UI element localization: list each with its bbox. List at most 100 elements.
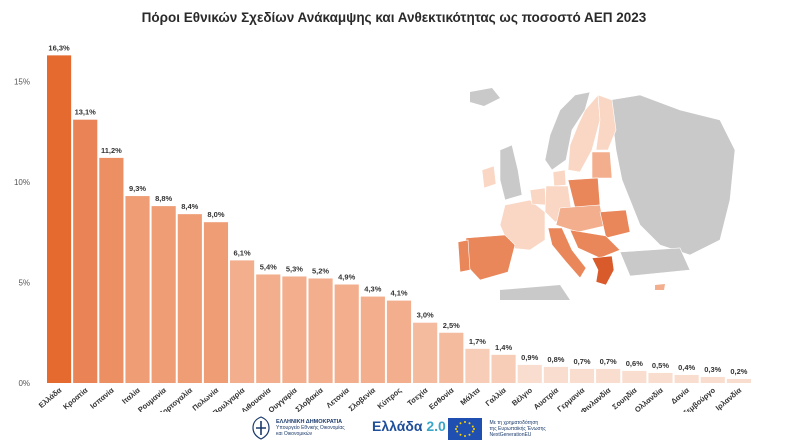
data-label: 1,7% — [469, 337, 486, 346]
map-baltics — [591, 151, 613, 179]
bar — [177, 214, 202, 383]
data-label: 1,4% — [495, 343, 512, 352]
eu-logo: Με τη χρηματοδότηση της Ευρωπαϊκής Ένωση… — [448, 418, 546, 440]
map-uk — [499, 144, 523, 201]
data-label: 4,9% — [338, 273, 355, 282]
map-central — [555, 204, 605, 233]
map-greece — [591, 255, 615, 286]
data-label: 4,3% — [364, 285, 381, 294]
data-label: 9,3% — [129, 184, 146, 193]
category-label: Σλοβενία — [347, 385, 378, 412]
chart-title: Πόροι Εθνικών Σχεδίων Ανάκαμψης και Ανθε… — [141, 10, 647, 25]
bar — [282, 276, 307, 383]
data-label: 0,3% — [704, 365, 721, 374]
bar — [256, 274, 281, 383]
bar — [308, 278, 333, 383]
category-label: Εσθονία — [427, 385, 456, 411]
category-label: Γαλλία — [484, 385, 509, 408]
data-label: 4,1% — [390, 289, 407, 298]
map-romania — [599, 209, 631, 239]
y-tick-label: 0% — [18, 379, 30, 388]
ministry-line1: Υπουργείο Εθνικής Οικονομίας — [276, 425, 345, 431]
data-label: 8,4% — [181, 202, 198, 211]
category-label: Ολλανδία — [633, 385, 665, 412]
map-denmark — [552, 169, 567, 187]
map-ireland — [481, 165, 497, 189]
europe-map-icon — [457, 88, 736, 300]
bar — [230, 260, 255, 383]
data-label: 8,0% — [207, 210, 224, 219]
bar — [674, 374, 699, 383]
map-norway — [544, 91, 591, 171]
eu-flag-icon — [448, 418, 482, 440]
greece20-num: 2.0 — [426, 418, 446, 434]
eu-line1: Με τη χρηματοδότηση — [489, 420, 539, 426]
y-axis: 0% 5% 10% 15% — [14, 78, 30, 389]
bar — [465, 348, 490, 383]
data-label: 0,7% — [573, 357, 590, 366]
data-label: 0,7% — [600, 357, 617, 366]
data-labels-group: 16,3% 13,1% 11,2% 9,3% 8,8% 8,4% 8,0% 6,1% 5,4% 5… — [48, 43, 747, 376]
map-east-region — [609, 94, 736, 256]
category-label: Φινλανδία — [579, 385, 613, 412]
category-label: Ελλάδα — [37, 385, 64, 410]
bar — [517, 364, 542, 383]
data-label: 16,3% — [48, 43, 70, 52]
bar — [151, 206, 176, 383]
bar — [386, 300, 412, 383]
bar — [203, 222, 229, 383]
data-label: 6,1% — [234, 248, 251, 257]
data-label: 11,2% — [101, 146, 122, 155]
data-label: 2,5% — [443, 321, 460, 330]
category-label: Ιρλανδία — [714, 385, 744, 412]
y-tick-label: 5% — [18, 279, 30, 288]
map-north-africa — [500, 285, 570, 300]
map-spain — [465, 234, 516, 281]
bar — [413, 322, 438, 383]
map-poland — [567, 177, 601, 209]
bar — [439, 332, 464, 383]
data-label: 3,0% — [417, 311, 434, 320]
data-label: 8,8% — [155, 194, 172, 203]
bar — [334, 284, 359, 383]
bar — [648, 372, 673, 383]
map-balkans — [569, 229, 621, 259]
bar — [726, 378, 751, 383]
bar — [125, 196, 150, 383]
y-tick-label: 15% — [14, 78, 30, 87]
category-label: Κροατία — [61, 385, 90, 411]
data-label: 0,6% — [626, 359, 643, 368]
ministry-line2: και Οικονομικών — [276, 431, 313, 437]
footer-logos: ΕΛΛΗΝΙΚΗ ΔΗΜΟΚΡΑΤΙΑ Υπουργείο Εθνικής Οι… — [0, 412, 788, 447]
bar — [99, 157, 124, 383]
map-turkey — [619, 247, 691, 277]
map-cyprus — [655, 284, 665, 290]
bar — [569, 368, 595, 383]
data-label: 13,1% — [75, 108, 97, 117]
greece20-logo: Ελλάδα 2.0 — [372, 418, 446, 434]
data-label: 5,2% — [312, 266, 329, 275]
category-label: Κύπρος — [376, 386, 404, 411]
eu-line2: της Ευρωπαϊκής Ένωσης — [489, 426, 546, 432]
map-finland — [595, 94, 617, 151]
ministry-title: ΕΛΛΗΝΙΚΗ ΔΗΜΟΚΡΑΤΙΑ — [276, 419, 343, 425]
bar — [596, 368, 621, 383]
category-label: Ιταλία — [120, 385, 142, 405]
map-portugal — [457, 239, 471, 273]
map-iceland — [470, 88, 500, 106]
bar — [622, 370, 647, 383]
map-italy — [547, 227, 587, 279]
bar — [543, 366, 568, 383]
greek-emblem-icon — [252, 416, 270, 440]
data-label: 0,8% — [547, 355, 564, 364]
y-tick-label: 10% — [14, 178, 30, 187]
category-label: Ισπανία — [88, 385, 116, 410]
map-benelux — [529, 187, 547, 206]
ministry-logo: ΕΛΛΗΝΙΚΗ ΔΗΜΟΚΡΑΤΙΑ Υπουργείο Εθνικής Οι… — [250, 416, 345, 440]
bar — [73, 119, 98, 383]
bar — [360, 296, 385, 383]
data-label: 0,4% — [678, 363, 695, 372]
category-label: Μάλτα — [458, 385, 482, 407]
data-label: 0,5% — [652, 361, 669, 370]
